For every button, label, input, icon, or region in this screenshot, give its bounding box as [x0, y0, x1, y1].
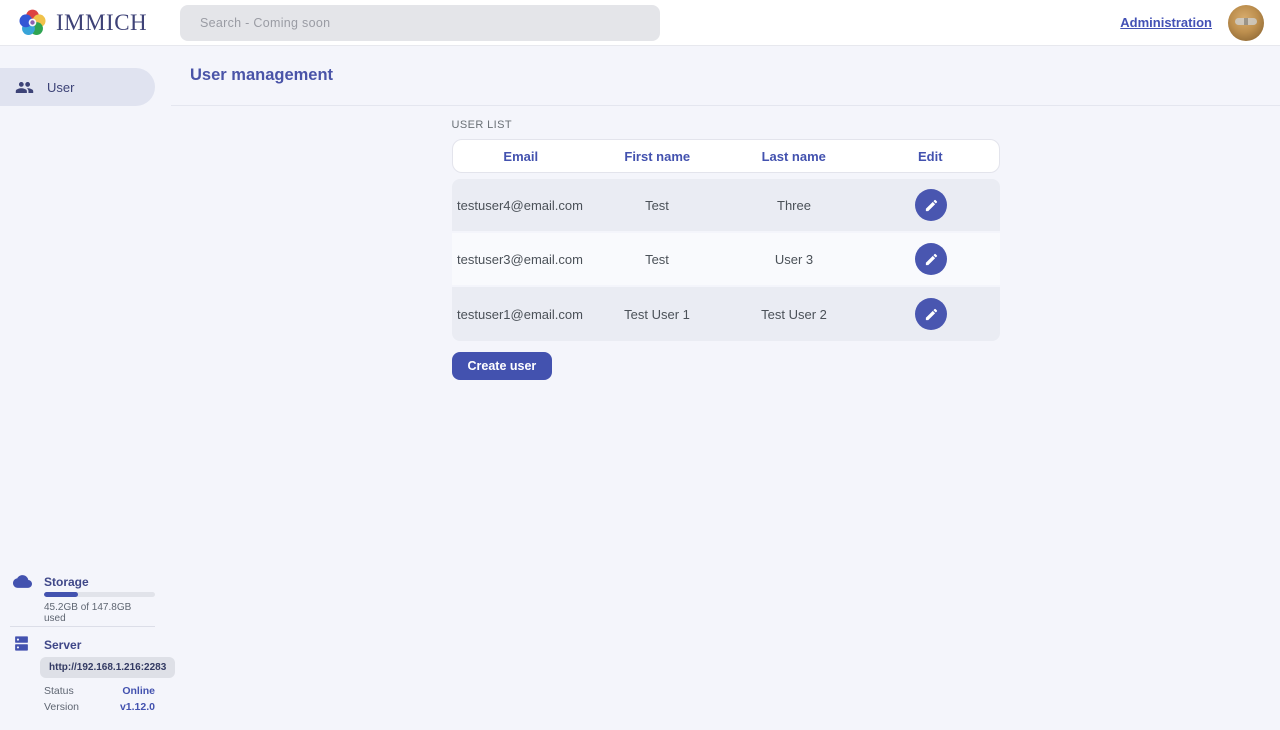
user-email: testuser1@email.com	[457, 306, 583, 322]
server-version-row: Version v1.12.0	[44, 701, 155, 713]
cloud-icon	[13, 575, 32, 588]
sidebar-item-label: User	[47, 79, 75, 95]
user-email: testuser3@email.com	[457, 251, 583, 267]
server-icon	[15, 636, 28, 651]
user-last-name: Test User 2	[761, 306, 827, 322]
server-title: Server	[44, 638, 82, 652]
table-header-row: Email First name Last name Edit	[451, 139, 1000, 173]
topbar: IMMICH Administration	[0, 0, 1280, 46]
table-row: testuser4@email.com Test Three	[451, 179, 1000, 233]
sidebar-item-user[interactable]: User	[0, 68, 155, 106]
pencil-icon	[925, 308, 937, 320]
users-group-icon	[15, 81, 34, 93]
section-label: USER LIST	[451, 119, 512, 131]
user-table: testuser4@email.com Test Three te	[451, 179, 1000, 341]
storage-progress-bar	[44, 592, 155, 597]
user-avatar[interactable]	[1228, 4, 1264, 41]
page-title: User management	[190, 66, 334, 84]
pencil-icon	[925, 199, 937, 211]
table-row: testuser3@email.com Test User 3	[451, 233, 1000, 287]
user-last-name: User 3	[774, 251, 814, 267]
brand[interactable]: IMMICH	[0, 6, 164, 39]
storage-usage-text: 45.2GB of 147.8GB used	[44, 602, 132, 624]
column-header-email: Email	[503, 148, 539, 164]
topbar-right: Administration	[1120, 4, 1280, 41]
server-url-chip: http://192.168.1.216:2283	[40, 657, 176, 678]
storage-progress-fill	[44, 592, 78, 597]
column-header-edit: Edit	[917, 148, 943, 164]
search-input[interactable]	[180, 5, 660, 41]
edit-user-button[interactable]	[915, 298, 947, 330]
status-label: Status	[44, 685, 74, 697]
user-email: testuser4@email.com	[457, 197, 583, 213]
edit-user-button[interactable]	[915, 243, 947, 275]
panel-divider	[10, 626, 155, 627]
create-user-button[interactable]: Create user	[451, 352, 553, 380]
edit-user-button[interactable]	[915, 189, 947, 221]
version-value: v1.12.0	[119, 701, 155, 713]
main: User management USER LIST Email First na…	[171, 46, 1280, 730]
status-value: Online	[122, 685, 155, 697]
pencil-icon	[925, 253, 937, 265]
main-body: USER LIST Email First name Last name Edi…	[451, 119, 1000, 380]
version-label: Version	[44, 701, 80, 713]
page-header: User management	[171, 46, 1280, 106]
table-row: testuser1@email.com Test User 1 Test Use…	[451, 287, 1000, 341]
storage-title: Storage	[44, 575, 89, 589]
brand-name: IMMICH	[56, 9, 148, 35]
user-first-name: Test	[645, 251, 669, 267]
user-last-name: Three	[777, 197, 811, 213]
server-status-row: Status Online	[44, 685, 155, 697]
administration-link[interactable]: Administration	[1120, 15, 1212, 30]
user-first-name: Test User 1	[624, 306, 690, 322]
content: User User management USER LIST Email Fir…	[0, 46, 1280, 730]
column-header-first-name: First name	[624, 148, 691, 164]
user-first-name: Test	[645, 197, 669, 213]
immich-logo-icon	[19, 9, 46, 35]
column-header-last-name: Last name	[761, 148, 826, 164]
